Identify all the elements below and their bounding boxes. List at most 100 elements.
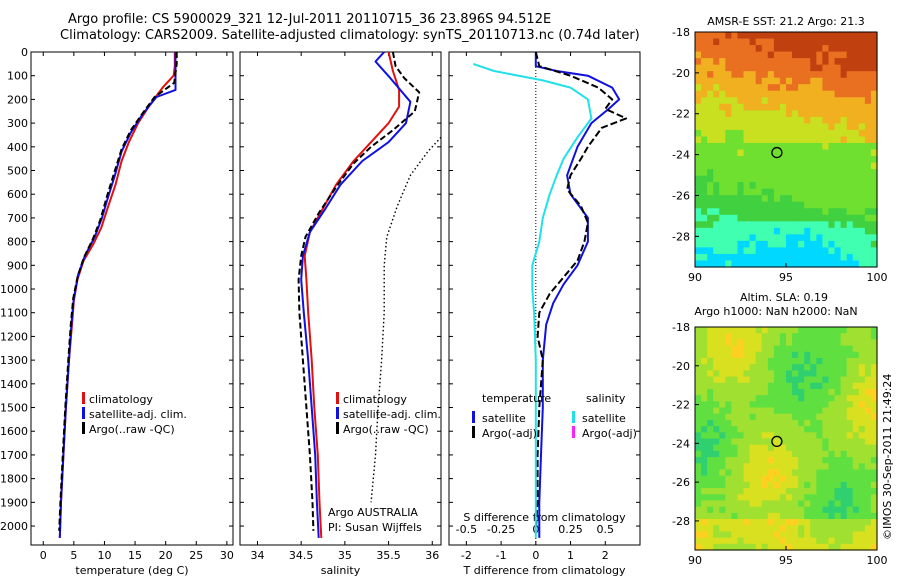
map-cell — [858, 407, 866, 415]
map-cell — [773, 525, 781, 533]
map-cell — [852, 221, 860, 229]
map-cell — [719, 395, 726, 402]
map-cell — [755, 97, 763, 105]
map-cell — [834, 84, 842, 92]
map-cell — [743, 444, 751, 452]
map-cell — [725, 227, 732, 235]
map-cell — [864, 38, 872, 46]
map-cell — [798, 162, 805, 170]
map-cell — [804, 71, 811, 79]
map-cell — [749, 71, 757, 79]
map-cell — [695, 537, 702, 545]
map-cell — [749, 345, 757, 353]
map-cell — [810, 51, 817, 59]
map-cell — [707, 506, 714, 514]
map-cell — [761, 260, 769, 268]
map-cell — [749, 175, 757, 183]
map-cell — [870, 333, 878, 340]
map-cell — [822, 116, 830, 124]
map-cell — [707, 97, 714, 105]
map-cell — [870, 531, 878, 539]
map-cell — [761, 407, 769, 415]
map-cell — [725, 195, 732, 203]
map-cell — [858, 84, 866, 92]
map-cell — [822, 221, 830, 229]
map-cell — [725, 175, 732, 183]
map-cell — [810, 71, 817, 79]
map-cell — [852, 506, 860, 514]
map-cell — [773, 64, 781, 72]
map-cell — [731, 214, 739, 222]
map-cell — [713, 450, 720, 458]
map-cell — [701, 221, 708, 229]
map-cell — [731, 260, 739, 268]
y-tick-label: 700 — [7, 212, 28, 225]
map-cell — [810, 136, 817, 144]
map-cell — [731, 525, 739, 533]
map-cell — [707, 327, 714, 334]
map-cell — [804, 494, 811, 502]
map-cell — [822, 438, 830, 446]
map-cell — [834, 38, 842, 46]
map-cell — [779, 32, 787, 40]
map-cell — [773, 444, 781, 452]
map-cell — [713, 512, 720, 520]
map-cell — [870, 450, 878, 458]
map-cell — [852, 512, 860, 520]
map-cell — [731, 162, 739, 170]
map-cell — [725, 103, 732, 111]
map-cell — [840, 227, 848, 235]
map-cell — [792, 84, 799, 92]
map-cell — [731, 208, 739, 216]
map-cell — [773, 247, 781, 255]
map-cell — [743, 253, 751, 262]
map-cell — [816, 395, 823, 402]
map-cell — [749, 142, 757, 151]
map-cell — [864, 419, 872, 427]
map-cell — [816, 201, 823, 209]
map-cell — [834, 444, 842, 452]
map-cell — [779, 110, 787, 118]
map-cell — [840, 488, 848, 495]
map-cell — [701, 333, 708, 340]
x-axis-label: T difference from climatology — [463, 564, 626, 577]
map-cell — [828, 444, 836, 452]
map-cell — [719, 426, 726, 433]
map-cell — [701, 38, 708, 46]
map-cell — [858, 97, 866, 105]
map-cell — [707, 195, 714, 203]
map-cell — [773, 488, 781, 495]
map-cell — [779, 481, 787, 489]
map-cell — [828, 469, 836, 477]
map-cell — [846, 227, 854, 235]
map-cell — [779, 364, 787, 371]
map-cell — [870, 90, 878, 98]
map-cell — [816, 156, 823, 164]
map-cell — [846, 463, 854, 471]
map-cell — [798, 136, 805, 144]
map-cell — [749, 401, 757, 409]
map-cell — [870, 364, 878, 371]
series-line-argorawqc-1 — [297, 51, 421, 531]
map-cell — [858, 253, 866, 262]
map-cell — [707, 182, 714, 190]
map-cell — [846, 58, 854, 66]
map-cell — [786, 419, 793, 427]
map-cell — [858, 333, 866, 340]
map-cell — [773, 401, 781, 409]
map-cell — [695, 84, 702, 92]
map-cell — [852, 188, 860, 196]
map-cell — [810, 401, 817, 409]
map-cell — [779, 413, 787, 421]
map-cell — [864, 253, 872, 262]
map-cell — [773, 116, 781, 124]
map-cell — [822, 469, 830, 477]
map-cell — [810, 253, 817, 262]
map-cell — [864, 463, 872, 471]
map-cell — [761, 333, 769, 340]
map-cell — [870, 519, 878, 526]
map-cell — [749, 506, 757, 514]
map-cell — [846, 543, 854, 551]
map-cell — [864, 543, 872, 551]
map-cell — [858, 260, 866, 268]
